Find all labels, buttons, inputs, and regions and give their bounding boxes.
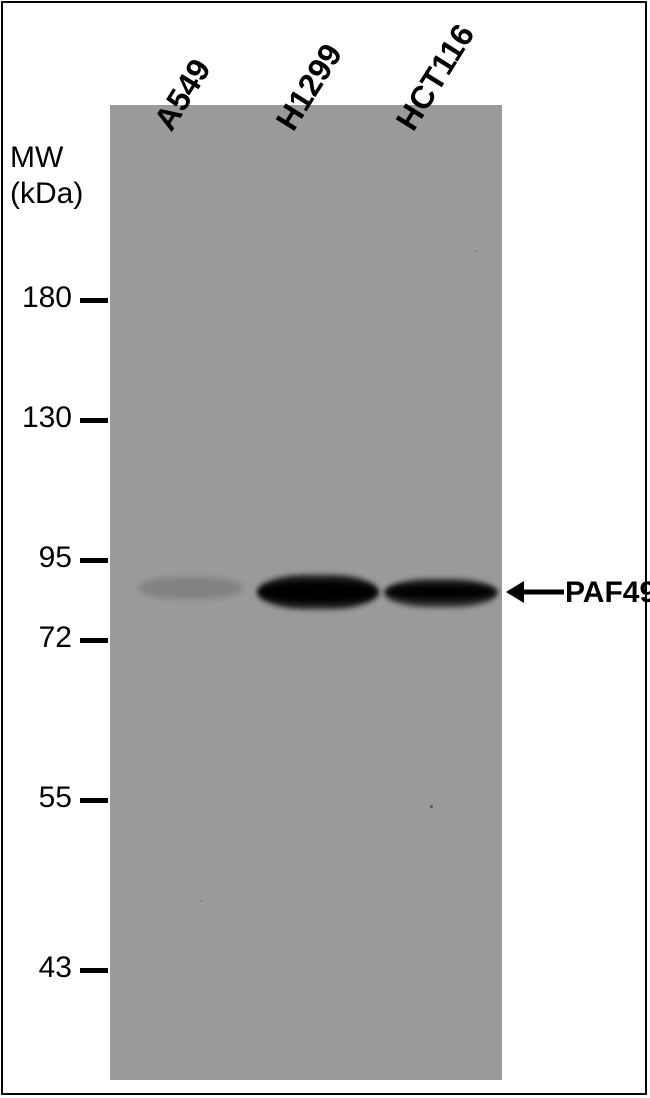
mw-marker-tick [80,968,108,973]
mw-header-line1: MW [10,141,63,174]
protein-band [258,582,378,602]
mw-marker-tick [80,638,108,643]
mw-marker-tick [80,558,108,563]
noise-speckle [430,805,433,808]
mw-marker-label: 55 [39,781,72,815]
mw-marker-label: 95 [39,541,72,575]
protein-band [385,584,497,600]
arrow-left-icon [506,576,564,608]
mw-marker-label: 180 [22,281,72,315]
target-protein-text: PAF49 [565,576,650,610]
target-protein-label: PAF49 [565,576,650,610]
mw-axis-title: MW (kDa) [10,140,83,212]
mw-header-line2: (kDa) [10,177,83,210]
protein-band [138,577,243,599]
mw-marker-tick [80,798,108,803]
figure-container: MW (kDa) PAF49 A549H1299HCT1161801309572… [0,0,650,1098]
noise-speckle [475,250,477,252]
blot-membrane [110,105,502,1080]
mw-marker-tick [80,298,108,303]
mw-marker-label: 43 [39,951,72,985]
mw-marker-tick [80,418,108,423]
mw-marker-label: 130 [22,401,72,435]
noise-speckle [200,900,202,902]
mw-marker-label: 72 [39,621,72,655]
